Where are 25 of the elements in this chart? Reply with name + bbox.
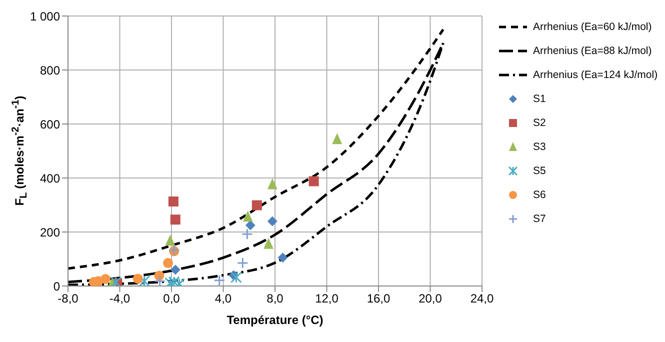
x-tick-label: -4,0 (109, 292, 130, 306)
x-tick-label: 12,0 (315, 292, 339, 306)
legend-label: Arrhenius (Ea=124 kJ/mol) (533, 69, 658, 81)
x-tick-label: -8,0 (58, 292, 79, 306)
y-tick-label: 1 000 (30, 9, 60, 24)
x-tick-label: 8,0 (266, 292, 284, 306)
x-axis-title: Température (°C) (226, 313, 324, 327)
y-tick-label: 200 (40, 225, 60, 240)
legend-label: S2 (533, 117, 546, 129)
legend-label: S7 (533, 213, 546, 225)
y-tick-label: 0 (53, 279, 60, 294)
y-tick-label: 400 (40, 171, 60, 186)
x-tick-label: 0,0 (163, 292, 180, 306)
legend-label: Arrhenius (Ea=88 kJ/mol) (533, 45, 652, 57)
y-tick-label: 800 (40, 63, 60, 78)
legend-label: S3 (533, 141, 546, 153)
y-tick-label: 600 (40, 117, 60, 132)
x-tick-label: 4,0 (214, 292, 232, 306)
x-tick-label: 20,0 (418, 292, 442, 306)
legend-label: S5 (533, 165, 546, 177)
x-tick-label: 16,0 (366, 292, 390, 306)
legend-label: S6 (533, 189, 546, 201)
x-tick-label: 24,0 (470, 292, 494, 306)
legend-label: S1 (533, 93, 546, 105)
legend-label: Arrhenius (Ea=60 kJ/mol) (533, 21, 652, 33)
